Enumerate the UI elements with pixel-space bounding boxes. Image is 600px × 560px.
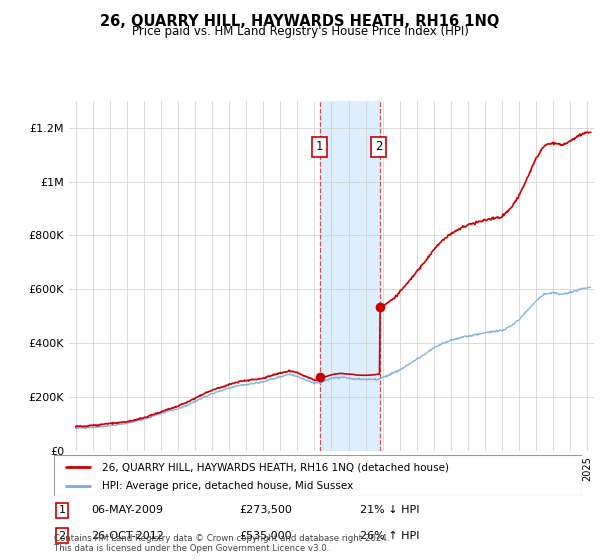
Text: HPI: Average price, detached house, Mid Sussex: HPI: Average price, detached house, Mid … <box>101 480 353 491</box>
Text: 1: 1 <box>58 505 65 515</box>
Text: £273,500: £273,500 <box>239 505 292 515</box>
Text: 1: 1 <box>316 140 323 153</box>
Text: £535,000: £535,000 <box>239 530 292 540</box>
Text: 21% ↓ HPI: 21% ↓ HPI <box>360 505 420 515</box>
Text: 26% ↑ HPI: 26% ↑ HPI <box>360 530 420 540</box>
Text: 2: 2 <box>58 530 65 540</box>
Text: 26, QUARRY HILL, HAYWARDS HEATH, RH16 1NQ (detached house): 26, QUARRY HILL, HAYWARDS HEATH, RH16 1N… <box>101 463 449 473</box>
Bar <box>320 101 380 451</box>
Text: Price paid vs. HM Land Registry's House Price Index (HPI): Price paid vs. HM Land Registry's House … <box>131 25 469 38</box>
Text: Contains HM Land Registry data © Crown copyright and database right 2024.
This d: Contains HM Land Registry data © Crown c… <box>54 534 389 553</box>
Text: 06-MAY-2009: 06-MAY-2009 <box>91 505 163 515</box>
Text: 2: 2 <box>375 140 382 153</box>
Text: 26-OCT-2012: 26-OCT-2012 <box>91 530 164 540</box>
Text: 26, QUARRY HILL, HAYWARDS HEATH, RH16 1NQ: 26, QUARRY HILL, HAYWARDS HEATH, RH16 1N… <box>100 14 500 29</box>
